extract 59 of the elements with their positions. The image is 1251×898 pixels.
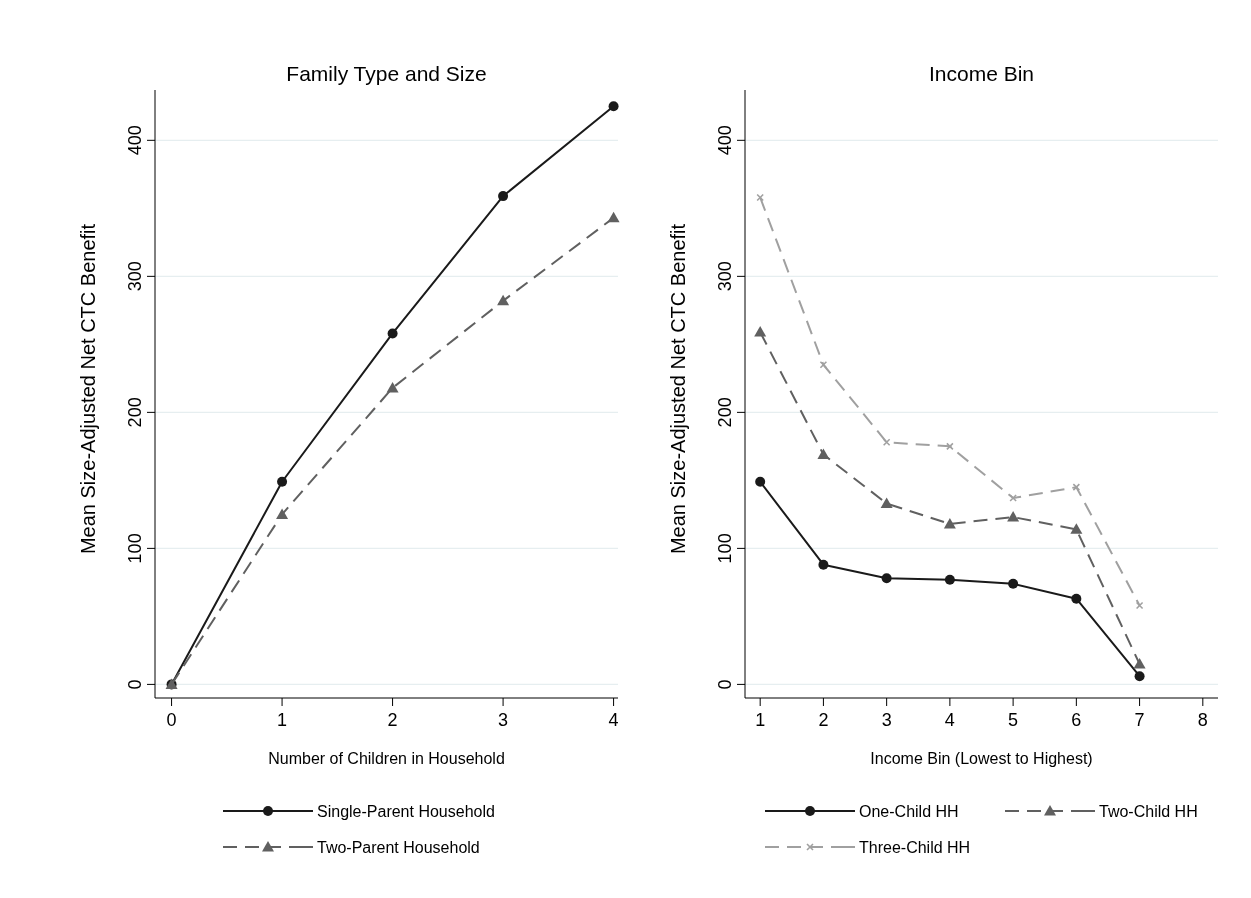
point <box>880 497 893 508</box>
x-tick-label: 2 <box>818 710 829 730</box>
point <box>1070 523 1083 534</box>
point <box>498 191 509 202</box>
x-axis-title: Income Bin (Lowest to Highest) <box>870 750 1093 767</box>
point <box>1008 578 1019 589</box>
x-tick-label: 8 <box>1197 710 1208 730</box>
point <box>608 101 619 112</box>
point <box>386 381 399 393</box>
y-tick-label: 300 <box>715 261 735 292</box>
point <box>882 438 891 447</box>
legend-label: Two-Child HH <box>1099 803 1198 820</box>
point <box>277 476 288 487</box>
x-tick-label: 4 <box>608 710 619 730</box>
point <box>1134 671 1145 682</box>
y-tick-label: 400 <box>715 125 735 156</box>
point <box>387 328 398 339</box>
y-tick-label: 300 <box>125 261 145 292</box>
y-tick-label: 400 <box>125 125 145 156</box>
point <box>497 294 510 306</box>
point <box>1135 601 1144 610</box>
legend-label: Two-Parent Household <box>317 839 480 856</box>
y-tick-label: 0 <box>715 679 735 690</box>
point <box>607 211 620 223</box>
point <box>881 573 892 584</box>
legend-label: Three-Child HH <box>859 839 971 856</box>
point <box>1071 593 1082 604</box>
y-tick-label: 200 <box>715 397 735 428</box>
point <box>943 517 956 529</box>
legend-label: One-Child HH <box>859 803 959 820</box>
chart-title: Family Type and Size <box>286 62 487 85</box>
point <box>818 559 829 570</box>
point <box>944 574 955 585</box>
point <box>1009 494 1017 502</box>
x-tick-label: 6 <box>1071 710 1082 730</box>
x-axis-title: Number of Children in Household <box>268 750 505 767</box>
x-tick-label: 2 <box>387 710 398 730</box>
y-tick-label: 100 <box>715 533 735 564</box>
x-tick-label: 5 <box>1008 710 1019 730</box>
x-tick-label: 1 <box>755 710 766 730</box>
x-tick-label: 0 <box>166 710 177 730</box>
point <box>755 476 766 487</box>
y-tick-label: 100 <box>125 533 145 564</box>
legend-label: Single-Parent Household <box>317 803 495 820</box>
x-tick-label: 7 <box>1134 710 1145 730</box>
point <box>1133 658 1146 669</box>
point <box>1007 511 1020 522</box>
y-axis-title: Mean Size-Adjusted Net CTC Benefit <box>77 223 99 555</box>
x-tick-label: 3 <box>881 710 892 730</box>
y-axis-title: Mean Size-Adjusted Net CTC Benefit <box>667 223 689 555</box>
point <box>276 508 289 519</box>
x-tick-label: 4 <box>944 710 955 730</box>
chart-title: Income Bin <box>928 62 1035 85</box>
point <box>754 326 767 337</box>
x-tick-label: 3 <box>498 710 509 730</box>
point <box>817 448 830 460</box>
y-tick-label: 200 <box>125 397 145 428</box>
x-tick-label: 1 <box>277 710 288 730</box>
y-tick-label: 0 <box>125 679 145 690</box>
